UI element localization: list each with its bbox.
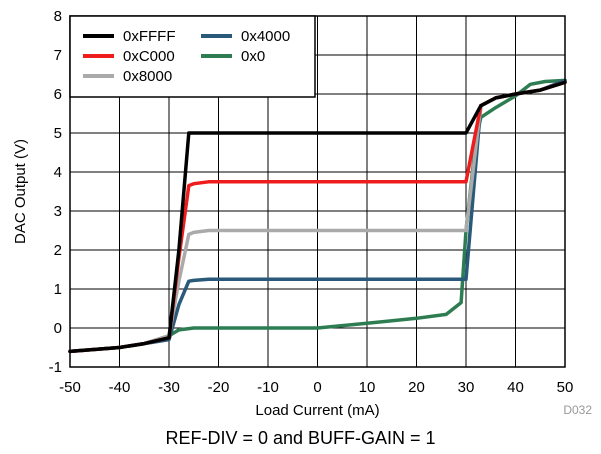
x-tick-label: -40 <box>109 379 131 396</box>
document-id: D032 <box>563 403 592 417</box>
legend-box <box>69 15 316 98</box>
legend-label: 0xFFFF <box>123 28 176 45</box>
x-tick-label: -20 <box>208 379 230 396</box>
y-tick-label: 2 <box>54 242 62 259</box>
y-tick-labels: -1 0 1 2 3 4 5 6 7 8 <box>49 8 62 376</box>
legend-label: 0x8000 <box>123 68 172 85</box>
y-tick-label: 0 <box>54 320 62 337</box>
y-axis-label: DAC Output (V) <box>12 139 29 244</box>
x-tick-labels: -50 -40 -30 -20 -10 0 10 20 30 40 50 <box>59 379 573 396</box>
x-tick-label: 50 <box>557 379 574 396</box>
x-axis-label: Load Current (mA) <box>255 402 379 419</box>
series-layer <box>68 78 567 354</box>
series-line-0xFFFF <box>68 80 567 354</box>
x-tick-label: -50 <box>59 379 81 396</box>
x-tick-label: -30 <box>158 379 180 396</box>
y-tick-label: 7 <box>54 47 62 64</box>
legend: 0xFFFF 0xC000 0x8000 0x4000 0x0 <box>69 15 316 98</box>
x-tick-label: 40 <box>507 379 524 396</box>
x-tick-label: 20 <box>408 379 425 396</box>
x-tick-label: -10 <box>257 379 279 396</box>
legend-label: 0x0 <box>241 48 265 65</box>
legend-label: 0xC000 <box>123 48 175 65</box>
y-tick-label: 8 <box>54 8 62 25</box>
plot-frame <box>69 15 566 368</box>
y-tick-label: 6 <box>54 86 62 103</box>
x-tick-label: 10 <box>359 379 376 396</box>
x-tick-label: 0 <box>313 379 321 396</box>
y-tick-label: 4 <box>54 164 62 181</box>
y-tick-label: -1 <box>49 359 62 376</box>
x-tick-label: 30 <box>458 379 475 396</box>
figure-caption: REF-DIV = 0 and BUFF-GAIN = 1 <box>165 428 436 448</box>
y-tick-label: 1 <box>54 281 62 298</box>
y-tick-label: 5 <box>54 125 62 142</box>
legend-label: 0x4000 <box>241 28 290 45</box>
y-tick-label: 3 <box>54 203 62 220</box>
